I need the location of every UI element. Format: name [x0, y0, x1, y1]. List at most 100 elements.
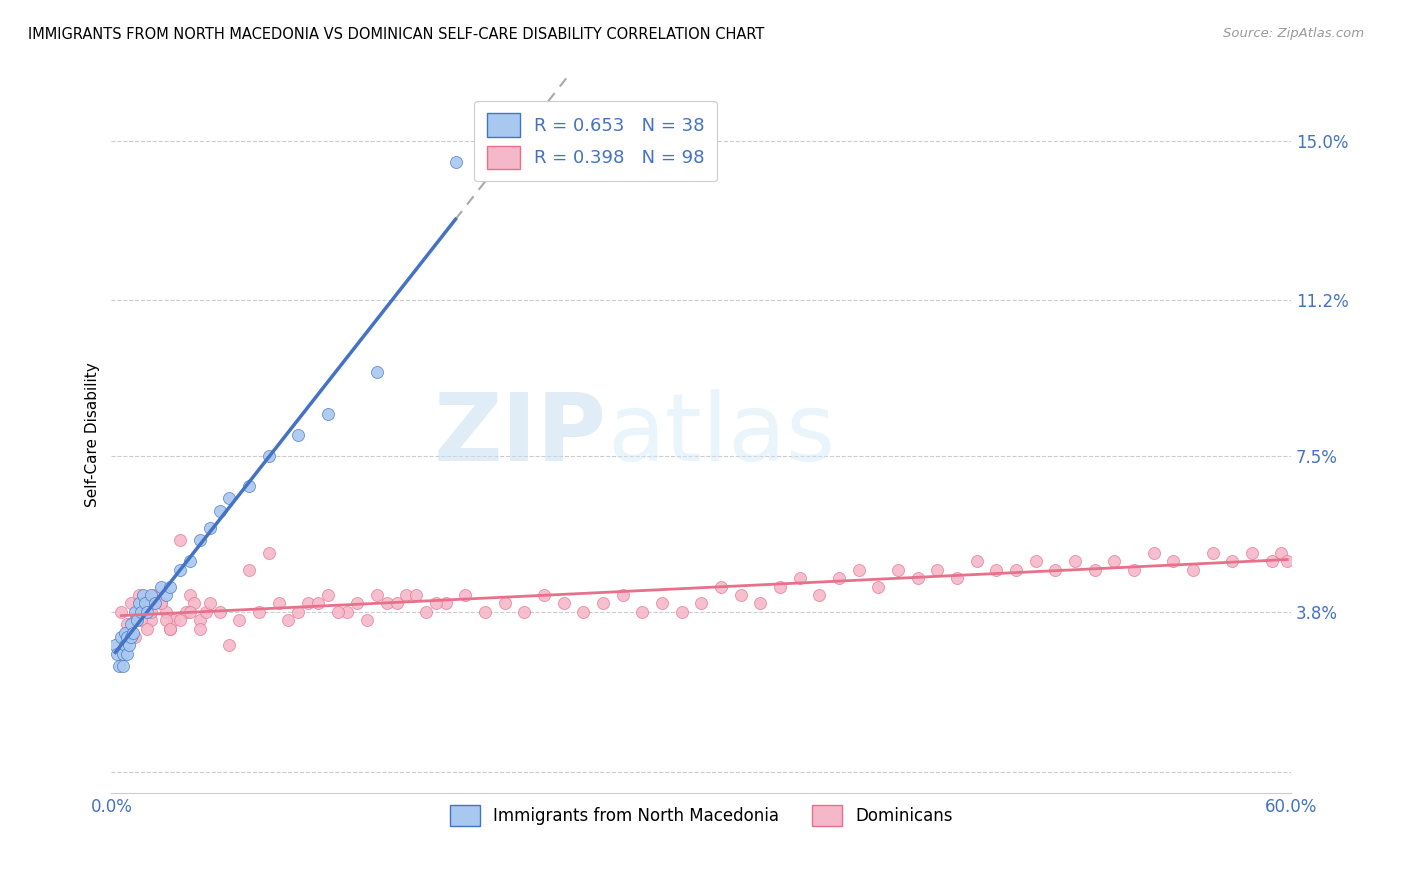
Point [1064, 554, 1087, 568]
Point [1220, 554, 1243, 568]
Point [730, 588, 752, 602]
Point [257, 546, 280, 560]
Point [434, 596, 457, 610]
Point [155, 588, 177, 602]
Point [120, 630, 142, 644]
Point [155, 613, 177, 627]
Point [868, 580, 890, 594]
Point [183, 596, 205, 610]
Point [444, 154, 467, 169]
Point [257, 449, 280, 463]
Point [946, 571, 969, 585]
Point [297, 596, 319, 610]
Point [198, 596, 221, 610]
Point [238, 563, 260, 577]
Point [218, 491, 240, 505]
Point [425, 596, 447, 610]
Point [612, 588, 634, 602]
Point [115, 617, 138, 632]
Point [194, 605, 217, 619]
Point [316, 588, 339, 602]
Point [1084, 563, 1107, 577]
Point [690, 596, 713, 610]
Point [1045, 563, 1067, 577]
Point [789, 571, 811, 585]
Point [169, 563, 191, 577]
Point [228, 613, 250, 627]
Point [533, 588, 555, 602]
Point [118, 639, 141, 653]
Point [1102, 554, 1125, 568]
Text: atlas: atlas [607, 389, 835, 481]
Point [143, 596, 166, 610]
Point [907, 571, 929, 585]
Point [1201, 546, 1223, 560]
Point [474, 605, 496, 619]
Point [149, 596, 172, 610]
Point [112, 659, 135, 673]
Point [316, 407, 339, 421]
Point [986, 563, 1008, 577]
Point [108, 659, 131, 673]
Point [887, 563, 910, 577]
Point [135, 596, 157, 610]
Point [366, 365, 388, 379]
Point [395, 588, 418, 602]
Point [277, 613, 299, 627]
Point [174, 605, 197, 619]
Point [287, 428, 309, 442]
Point [1181, 563, 1204, 577]
Point [405, 588, 427, 602]
Point [631, 605, 654, 619]
Point [188, 622, 211, 636]
Point [179, 588, 201, 602]
Point [128, 596, 150, 610]
Legend: Immigrants from North Macedonia, Dominicans: Immigrants from North Macedonia, Dominic… [441, 797, 962, 834]
Point [415, 605, 437, 619]
Point [159, 622, 181, 636]
Point [114, 625, 136, 640]
Point [159, 622, 181, 636]
Point [105, 647, 128, 661]
Point [114, 639, 136, 653]
Point [208, 504, 231, 518]
Point [366, 588, 388, 602]
Point [336, 605, 359, 619]
Point [149, 596, 172, 610]
Point [749, 596, 772, 610]
Point [592, 596, 614, 610]
Point [307, 596, 329, 610]
Y-axis label: Self-Care Disability: Self-Care Disability [86, 363, 100, 508]
Point [159, 580, 181, 594]
Point [553, 596, 575, 610]
Point [188, 533, 211, 548]
Point [132, 605, 155, 619]
Point [120, 617, 142, 632]
Point [163, 613, 186, 627]
Point [828, 571, 851, 585]
Point [651, 596, 673, 610]
Point [132, 588, 155, 602]
Point [1005, 563, 1028, 577]
Point [346, 596, 368, 610]
Point [1122, 563, 1144, 577]
Point [135, 622, 157, 636]
Point [134, 596, 156, 610]
Point [129, 613, 152, 627]
Point [112, 647, 135, 661]
Point [129, 605, 152, 619]
Point [769, 580, 792, 594]
Point [143, 588, 166, 602]
Point [287, 605, 309, 619]
Point [125, 613, 148, 627]
Point [179, 554, 201, 568]
Point [513, 605, 536, 619]
Point [120, 596, 142, 610]
Point [169, 613, 191, 627]
Point [385, 596, 408, 610]
Point [375, 596, 398, 610]
Point [198, 520, 221, 534]
Point [848, 563, 870, 577]
Point [188, 613, 211, 627]
Point [169, 533, 191, 548]
